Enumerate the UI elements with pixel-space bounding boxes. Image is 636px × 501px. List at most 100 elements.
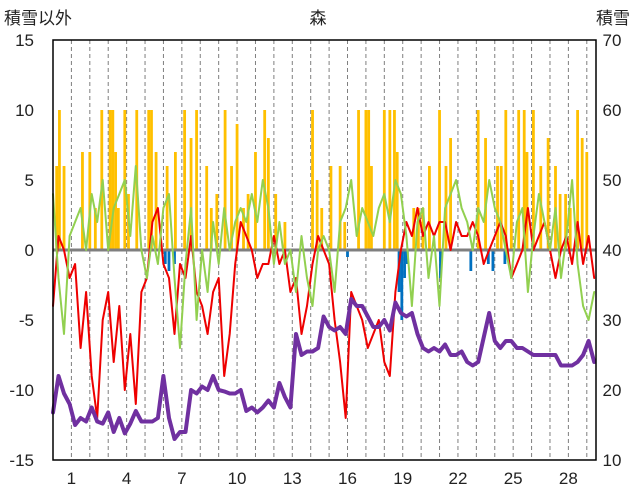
orange-bar-33 — [274, 194, 278, 250]
left-axis-label: 積雪以外 — [4, 9, 72, 28]
blue-bar-6 — [403, 250, 406, 278]
orange-bar-45 — [382, 110, 386, 250]
right-tick-label: 70 — [603, 31, 622, 50]
blue-bar-0 — [163, 250, 167, 264]
orange-bar-36 — [315, 180, 319, 250]
x-tick-label: 16 — [338, 469, 357, 488]
orange-bar-64 — [525, 152, 529, 250]
orange-bar-35 — [311, 110, 314, 250]
x-tick-label: 4 — [122, 469, 131, 488]
left-tick-label: 0 — [25, 241, 34, 260]
plot-frame — [52, 39, 597, 461]
orange-bar-2 — [62, 166, 66, 250]
right-tick-label: 10 — [603, 451, 622, 470]
orange-bar-58 — [496, 166, 499, 250]
orange-bar-56 — [476, 110, 480, 250]
orange-bar-42 — [364, 110, 368, 250]
orange-bar-16 — [154, 152, 158, 250]
orange-bar-53 — [438, 110, 441, 250]
orange-bar-46 — [388, 110, 392, 250]
orange-bar-65 — [532, 110, 535, 250]
orange-bar-69 — [558, 194, 562, 250]
orange-bar-44 — [370, 166, 373, 250]
blue-bar-2 — [173, 250, 176, 264]
orange-bar-3 — [81, 152, 84, 250]
orange-bar-48 — [395, 152, 399, 250]
orange-bar-4 — [88, 152, 92, 250]
orange-bar-0 — [55, 166, 59, 250]
orange-bar-5 — [93, 208, 97, 250]
orange-bar-67 — [546, 138, 550, 250]
left-tick-label: -10 — [9, 381, 34, 400]
orange-bar-17 — [165, 166, 169, 250]
right-tick-label: 20 — [603, 381, 622, 400]
blue-bar-9 — [469, 250, 473, 271]
orange-bar-61 — [509, 180, 513, 250]
orange-bar-30 — [254, 152, 257, 250]
left-axis-ticks: 15 10 5 0 -5 -10 -15 — [9, 31, 34, 470]
orange-bar-1 — [58, 110, 61, 250]
right-tick-label: 30 — [603, 311, 622, 330]
x-tick-label: 28 — [559, 469, 578, 488]
orange-bar-71 — [568, 208, 572, 250]
left-tick-label: 5 — [25, 171, 34, 190]
orange-bar-39 — [338, 166, 342, 250]
orange-bar-57 — [484, 138, 487, 250]
orange-bar-37 — [320, 208, 324, 250]
orange-bar-34 — [283, 222, 287, 250]
orange-bar-38 — [329, 166, 333, 250]
orange-bar-43 — [367, 110, 371, 250]
orange-bar-20 — [189, 138, 193, 250]
right-axis-ticks: 70 60 50 40 30 20 10 — [603, 31, 622, 470]
blue-bar-11 — [491, 250, 495, 271]
x-tick-label: 25 — [504, 469, 523, 488]
orange-bar-31 — [263, 110, 267, 250]
orange-bar-52 — [428, 166, 431, 250]
orange-bar-29 — [246, 194, 250, 250]
orange-bar-22 — [205, 166, 209, 250]
orange-bar-7 — [108, 110, 112, 250]
orange-bar-21 — [195, 110, 198, 250]
orange-bar-40 — [343, 222, 347, 250]
orange-bar-73 — [580, 138, 584, 250]
chart-title: 森 — [310, 9, 327, 28]
orange-bar-74 — [585, 152, 589, 250]
right-tick-label: 40 — [603, 241, 622, 260]
x-tick-label: 19 — [393, 469, 412, 488]
x-tick-label: 7 — [177, 469, 186, 488]
x-tick-label: 10 — [228, 469, 247, 488]
orange-bar-63 — [522, 110, 526, 250]
left-tick-label: -5 — [19, 311, 34, 330]
orange-bar-62 — [517, 110, 521, 250]
orange-bar-32 — [266, 138, 270, 250]
left-tick-label: 15 — [15, 31, 34, 50]
orange-bar-41 — [357, 110, 360, 250]
orange-bar-14 — [147, 110, 151, 250]
orange-bar-59 — [499, 166, 503, 250]
blue-bar-12 — [503, 250, 507, 264]
blue-bar-10 — [486, 250, 490, 264]
blue-bar-8 — [439, 250, 442, 278]
orange-bar-50 — [416, 208, 420, 250]
orange-bar-70 — [564, 194, 568, 250]
orange-bar-19 — [183, 110, 187, 250]
orange-bar-24 — [215, 194, 219, 250]
left-tick-label: 10 — [15, 101, 34, 120]
orange-bar-18 — [174, 152, 177, 250]
x-tick-label: 1 — [67, 469, 76, 488]
right-axis-label: 積雪 — [596, 9, 630, 28]
blue-bar-5 — [400, 250, 404, 320]
blue-bar-1 — [167, 250, 171, 271]
orange-bar-10 — [116, 208, 120, 250]
orange-bar-23 — [209, 208, 213, 250]
right-tick-label: 50 — [603, 171, 622, 190]
orange-bar-25 — [223, 110, 227, 250]
orange-bar-60 — [504, 110, 508, 250]
green-series-line — [52, 165, 596, 349]
orange-bar-72 — [576, 110, 579, 250]
orange-bar-27 — [235, 124, 239, 250]
orange-bar-15 — [150, 110, 153, 250]
x-tick-label: 22 — [448, 469, 467, 488]
red-series-line — [52, 207, 596, 419]
